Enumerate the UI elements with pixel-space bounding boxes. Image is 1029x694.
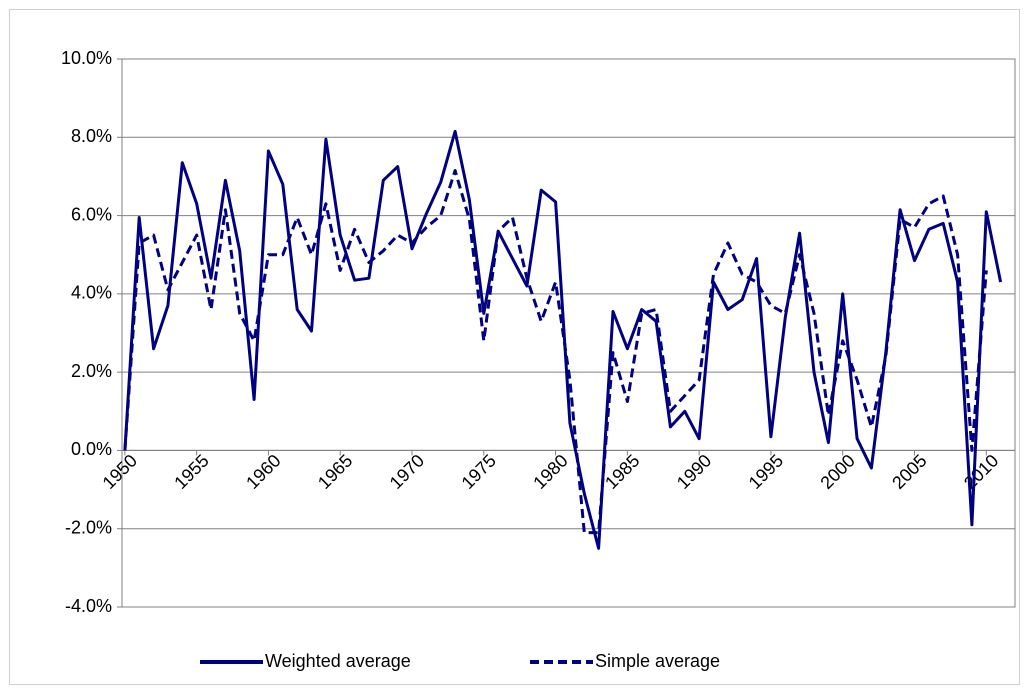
data-line: [123, 169, 988, 535]
y-tick-label: -4.0%: [65, 596, 112, 616]
y-tick-label: 0.0%: [71, 439, 112, 459]
data-line: [123, 129, 1003, 550]
y-tick-label: 2.0%: [71, 361, 112, 381]
y-tick-label: 8.0%: [71, 126, 112, 146]
y-tick-label: 6.0%: [71, 204, 112, 224]
y-tick-label: 4.0%: [71, 283, 112, 303]
y-tick-label: -2.0%: [65, 517, 112, 537]
legend-label: Simple average: [595, 651, 720, 671]
legend-label: Weighted average: [265, 651, 411, 671]
plot-area: [121, 58, 1016, 608]
y-tick-label: 10.0%: [61, 48, 112, 68]
